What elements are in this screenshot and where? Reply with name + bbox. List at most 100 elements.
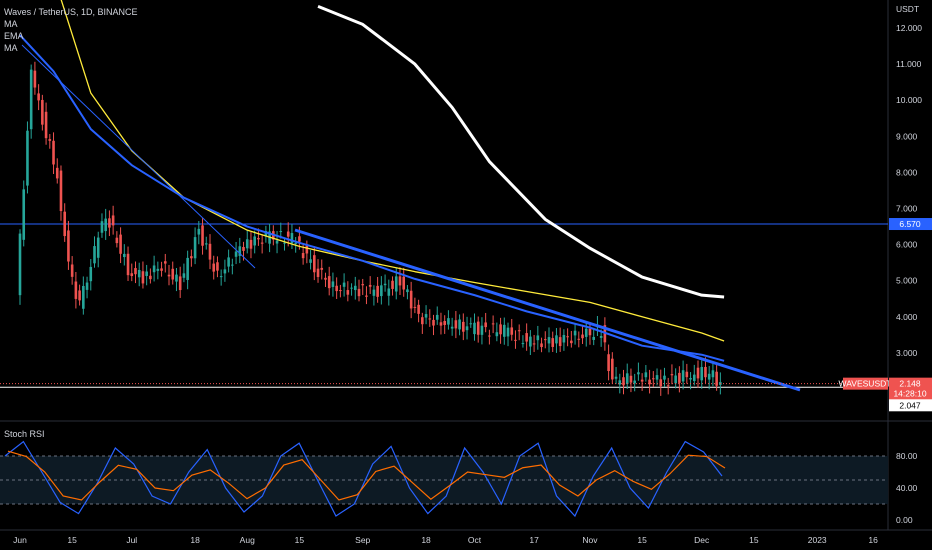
x-tick-label: Jun [13, 535, 27, 545]
candle-body [599, 335, 603, 338]
x-tick-label: 17 [529, 535, 539, 545]
countdown-text: 14:28:10 [893, 389, 926, 399]
candle-body [134, 268, 137, 275]
y-tick-label: 7.000 [896, 204, 918, 214]
candle-body [439, 322, 443, 326]
candle-body [406, 289, 409, 293]
candle-body [685, 371, 689, 378]
y-tick-label: 9.000 [896, 131, 918, 141]
candle-body [517, 330, 521, 332]
candle-body [536, 335, 540, 341]
candle-body [339, 290, 342, 292]
x-tick-label: Nov [582, 535, 598, 545]
candle-body [454, 320, 458, 329]
candle-body [637, 372, 640, 375]
candle-body [506, 327, 510, 337]
y-tick-label: 6.000 [896, 240, 918, 250]
currency-label: USDT [896, 4, 919, 14]
candle-body [316, 268, 320, 277]
candle-body [238, 246, 242, 256]
candle-body [100, 221, 104, 233]
candle-body [141, 271, 145, 284]
x-tick-label: 15 [67, 535, 77, 545]
candle-body [398, 276, 402, 286]
x-tick-label: 15 [637, 535, 647, 545]
legend-ma-2[interactable]: MA [4, 43, 18, 53]
candle-body [160, 268, 163, 271]
candle-body [391, 280, 394, 289]
candle-body [644, 372, 648, 378]
candle-body [190, 256, 193, 259]
level-tag-text: 6.570 [899, 219, 921, 229]
candle-body [715, 371, 718, 386]
candle-body [529, 336, 532, 347]
x-tick-label: 16 [868, 535, 878, 545]
candle-body [629, 375, 633, 383]
candle-body [696, 367, 700, 379]
x-tick-label: Dec [694, 535, 710, 545]
candle-body [652, 378, 655, 380]
rsi-tick-label: 0.00 [896, 515, 913, 525]
candle-body [435, 314, 439, 320]
y-tick-label: 8.000 [896, 167, 918, 177]
legend-ema[interactable]: EMA [4, 31, 24, 41]
candle-body [700, 366, 704, 381]
y-tick-label: 4.000 [896, 312, 918, 322]
candle-body [465, 326, 469, 331]
candle-body [607, 354, 610, 372]
candle-body [707, 373, 711, 380]
candle-body [476, 321, 480, 335]
candle-body [421, 317, 424, 325]
x-tick-label: Oct [468, 535, 482, 545]
candle-body [309, 259, 312, 263]
candle-body [499, 324, 502, 335]
candle-body [104, 218, 107, 232]
candle-body [264, 230, 268, 237]
candle-body [74, 281, 78, 299]
candle-body [450, 326, 454, 329]
candle-body [313, 255, 316, 273]
candle-body [320, 267, 324, 270]
stoch-rsi-label[interactable]: Stoch RSI [4, 429, 45, 439]
candle-body [666, 385, 670, 387]
candle-body [156, 268, 160, 271]
candle-body [126, 253, 130, 276]
x-tick-label: Jul [126, 535, 137, 545]
low-tag-bg [889, 399, 932, 412]
x-tick-label: 15 [295, 535, 305, 545]
candle-body [543, 339, 547, 341]
candle-body [163, 261, 167, 264]
candle-body [655, 375, 659, 380]
candle-body [130, 273, 134, 277]
candle-body [212, 263, 216, 272]
candle-body [447, 318, 450, 325]
candle-body [149, 275, 152, 280]
candle-body [260, 242, 264, 244]
candle-body [78, 290, 81, 301]
candle-body [44, 111, 48, 139]
rsi-k-line [4, 440, 723, 518]
candle-body [361, 284, 365, 286]
candle-body [625, 373, 629, 384]
candle-body [305, 245, 309, 254]
candle-body [55, 167, 59, 179]
candle-body [540, 343, 543, 348]
y-tick-label: 3.000 [896, 348, 918, 358]
candle-body [231, 264, 234, 266]
candle-body [424, 314, 428, 318]
candle-body [18, 233, 22, 296]
candle-body [167, 274, 171, 277]
candle-body [357, 288, 361, 297]
candle-body [376, 285, 379, 297]
candle-body [223, 269, 227, 274]
legend-ma-1[interactable]: MA [4, 19, 18, 29]
candle-body [82, 285, 85, 309]
candle-body [335, 285, 338, 292]
x-tick-label: 18 [421, 535, 431, 545]
candle-body [275, 240, 279, 244]
y-tick-label: 10.000 [896, 95, 922, 105]
candle-body [234, 251, 238, 257]
candle-body [681, 370, 685, 382]
x-tick-label: 15 [749, 535, 759, 545]
candle-body [178, 276, 182, 291]
